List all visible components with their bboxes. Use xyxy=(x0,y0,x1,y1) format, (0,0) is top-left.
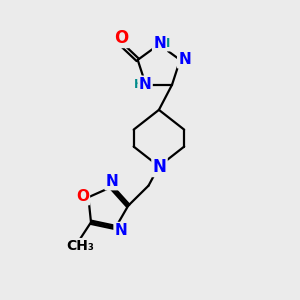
Text: N: N xyxy=(106,174,118,189)
Text: N: N xyxy=(115,223,127,238)
Text: N: N xyxy=(139,77,152,92)
Text: H: H xyxy=(160,38,171,50)
Text: H: H xyxy=(134,78,145,91)
Text: O: O xyxy=(114,29,128,47)
Text: N: N xyxy=(153,36,166,51)
Text: CH₃: CH₃ xyxy=(66,239,94,253)
Text: N: N xyxy=(178,52,191,68)
Text: O: O xyxy=(76,189,89,204)
Text: N: N xyxy=(153,158,166,176)
